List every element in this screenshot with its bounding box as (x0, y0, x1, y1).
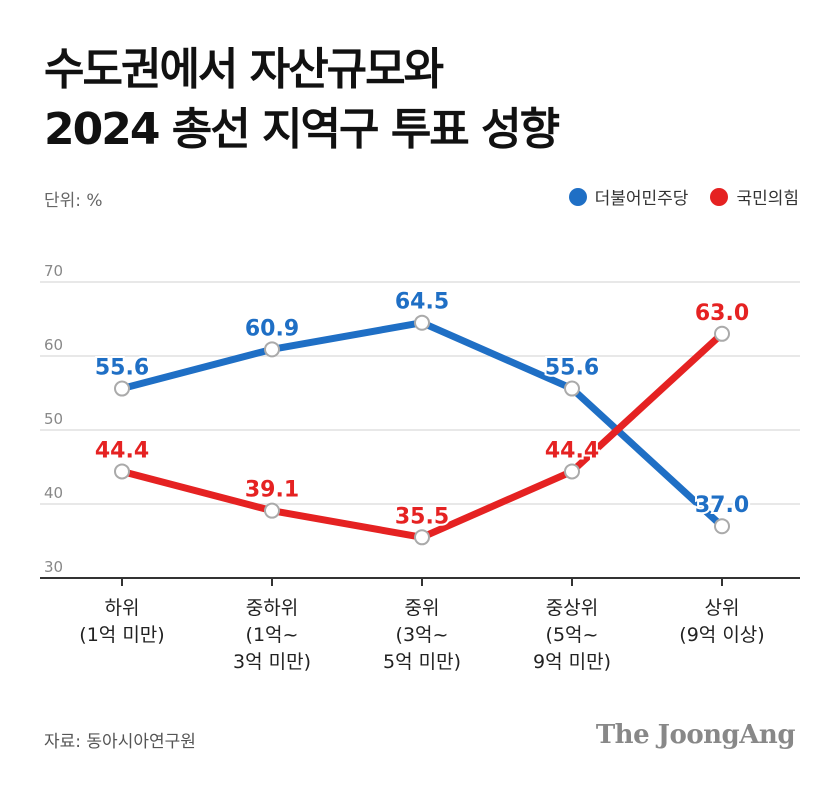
y-tick-label: 30 (44, 558, 63, 576)
data-label-democratic: 55.6 (95, 356, 149, 381)
x-tick-label-line: (5억~ (546, 624, 599, 646)
unit-label: 단위: % (44, 191, 103, 211)
title-line-2: 2024 총선 지역구 투표 성향 (44, 104, 560, 155)
y-tick-label: 70 (44, 262, 63, 280)
data-label-ppp: 39.1 (245, 478, 299, 503)
data-label-democratic: 37.0 (695, 493, 749, 518)
x-tick-label: 중상위 (5억~ 9억 미만) (533, 597, 611, 673)
x-tick-label: 상위 (9억 이상) (679, 597, 764, 646)
chart-title: 수도권에서 자산규모와 2024 총선 지역구 투표 성향 (44, 40, 560, 160)
x-tick-label-line: (1억 미만) (79, 624, 164, 646)
data-label-ppp: 35.5 (395, 504, 449, 529)
x-tick-label-line: 중상위 (546, 597, 598, 619)
legend: 더불어민주당 국민의힘 (568, 184, 799, 209)
data-point-ppp (264, 502, 280, 519)
data-point-democratic (114, 380, 130, 397)
data-label-ppp: 44.4 (95, 438, 149, 463)
data-point-democratic (264, 341, 280, 358)
data-label-democratic: 64.5 (395, 290, 449, 315)
x-tick-label-line: (3억~ (396, 624, 449, 646)
x-tick-label-line: (1억~ (246, 624, 299, 646)
legend-dot-ppp (710, 187, 729, 206)
x-tick-label-line: 중하위 (246, 597, 298, 619)
data-label-ppp: 63.0 (695, 301, 749, 326)
x-tick-label: 중하위 (1억~ 3억 미만) (233, 597, 311, 673)
data-point-ppp (714, 325, 730, 342)
x-tick-label-line: 하위 (105, 597, 140, 619)
data-point-democratic (414, 314, 430, 331)
data-label-democratic: 60.9 (245, 316, 299, 341)
source-note: 자료: 동아시아연구원 (44, 732, 196, 752)
legend-label-democratic: 더불어민주당 (594, 189, 689, 209)
legend-item-democratic: 더불어민주당 (568, 184, 689, 209)
title-line-1: 수도권에서 자산규모와 (44, 44, 444, 95)
x-tick-label-line: (9억 이상) (679, 624, 764, 646)
legend-label-ppp: 국민의힘 (736, 189, 799, 209)
x-tick-label-line: 중위 (405, 597, 440, 619)
data-point-democratic (714, 518, 730, 535)
x-tick-label: 중위 (3억~ 5억 미만) (383, 597, 461, 673)
x-tick-label-line: 5억 미만) (383, 651, 461, 673)
x-tick-label: 하위 (1억 미만) (79, 597, 164, 646)
data-label-ppp: 44.4 (545, 438, 599, 463)
data-point-ppp (114, 463, 130, 480)
data-point-ppp (564, 463, 580, 480)
y-tick-label: 40 (44, 484, 63, 502)
y-tick-label: 50 (44, 410, 63, 428)
y-tick-label: 60 (44, 336, 63, 354)
legend-item-ppp: 국민의힘 (710, 184, 799, 209)
data-point-ppp (414, 529, 430, 546)
data-point-democratic (564, 380, 580, 397)
brand-logo: The JoongAng (595, 720, 796, 750)
legend-dot-democratic (568, 187, 587, 206)
x-tick-label-line: 9억 미만) (533, 651, 611, 673)
x-tick-label-line: 3억 미만) (233, 651, 311, 673)
x-tick-label-line: 상위 (705, 597, 740, 619)
data-label-democratic: 55.6 (545, 356, 599, 381)
